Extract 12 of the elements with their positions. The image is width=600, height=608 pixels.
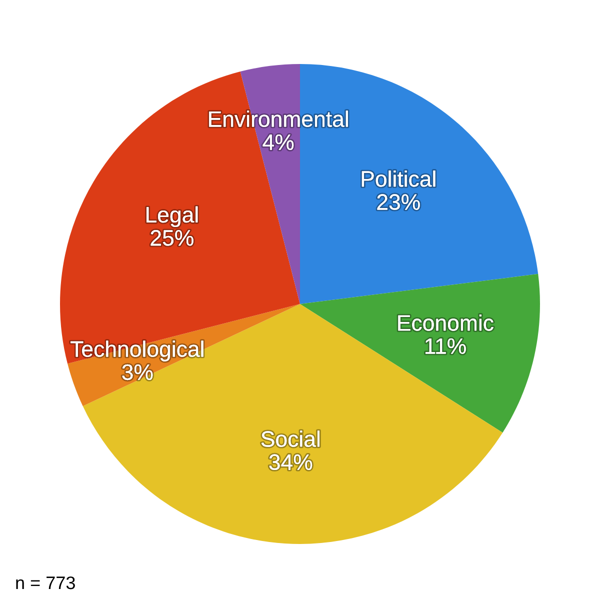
data-label: 11%	[425, 338, 466, 354]
data-label: 34%	[269, 454, 312, 470]
slice-label: Legal	[146, 206, 198, 228]
data-label: 4%	[262, 134, 294, 150]
text: n = 773	[16, 576, 75, 590]
slice-label: Social	[261, 430, 320, 447]
data-label: 3%	[122, 364, 153, 380]
slice-label: Political	[362, 170, 436, 187]
data-label: 23%	[377, 194, 420, 210]
data-label: 25%	[150, 230, 194, 246]
slice-label: Technological	[70, 340, 204, 362]
slice-label: Economic	[398, 314, 494, 331]
